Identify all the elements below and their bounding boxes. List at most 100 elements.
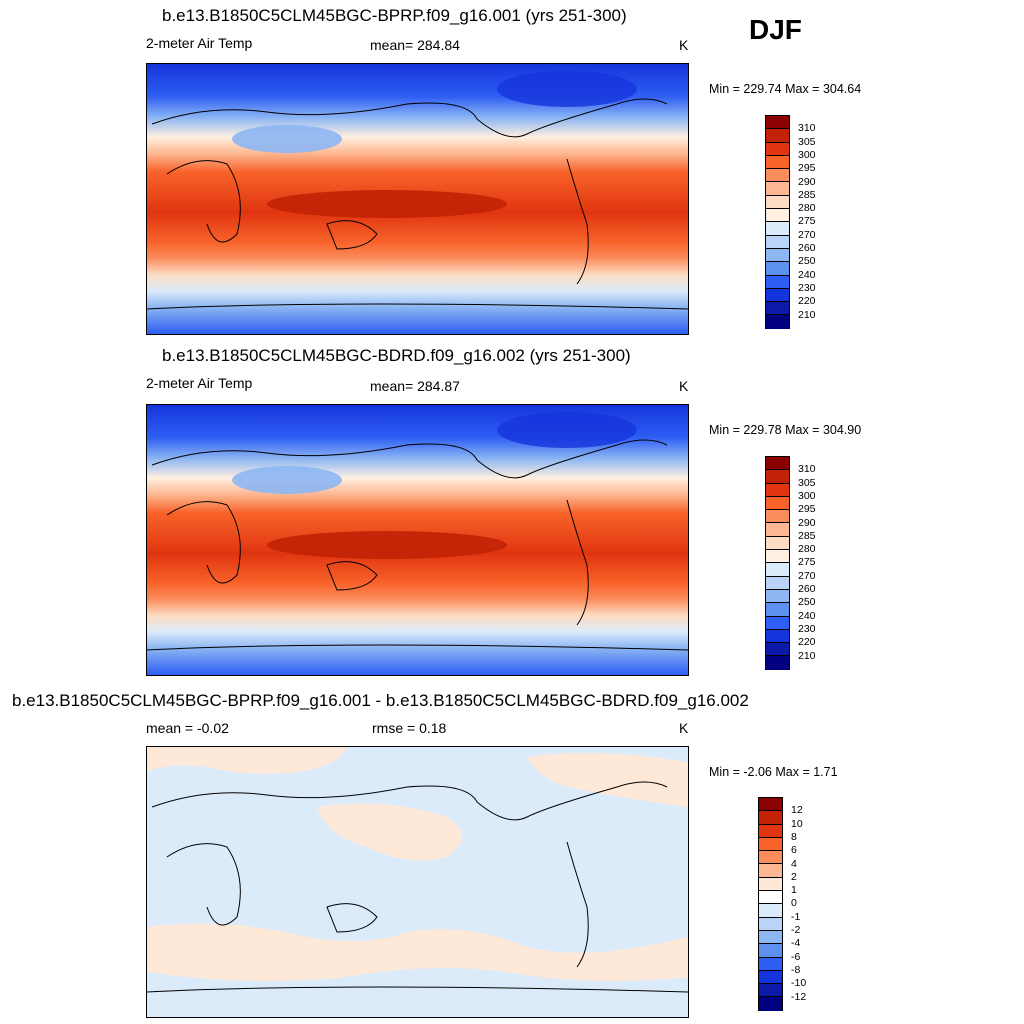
- panel-3-colorbar-cell: [759, 944, 782, 958]
- panel-3-colorbar-cell: [759, 811, 782, 825]
- panel-1-colorbar-cell: [766, 262, 789, 276]
- panel-1-colorbar-label: 220: [798, 295, 816, 308]
- panel-2-colorbar-cell: [766, 536, 789, 551]
- panel-1-colorbar-cell: [766, 116, 789, 130]
- panel-1-colorbar-cell: [766, 235, 789, 249]
- panel-3-colorbar-cell: [759, 984, 782, 998]
- panel-1-map: [146, 63, 689, 335]
- panel-2-colorbar-label: 230: [798, 622, 816, 635]
- panel-3-colorbar-cell: [759, 891, 782, 905]
- panel-3-map: [146, 746, 689, 1018]
- panel-1-colorbar-label: 300: [798, 148, 816, 161]
- panel-3-units: K: [679, 720, 689, 736]
- panel-2-colorbar-label: 270: [798, 569, 816, 582]
- panel-3-colorbar-label: 2: [791, 870, 797, 883]
- panel-1-colorbar-label: 230: [798, 281, 816, 294]
- panel-2-colorbar-cell: [766, 576, 789, 590]
- panel-2-colorbar-label: 305: [798, 476, 816, 489]
- panel-3-colorbar-label: -10: [791, 977, 807, 990]
- panel-3-colorbar-label: 6: [791, 844, 797, 857]
- panel-2-asia-cold: [232, 466, 342, 494]
- panel-3-colorbar-label: -8: [791, 963, 801, 976]
- panel-1-colorbar-cell: [766, 209, 789, 223]
- panel-2-arctic-cold: [497, 412, 637, 448]
- panel-1-colorbar-label: 310: [798, 122, 816, 135]
- panel-2-warm-pool: [267, 531, 507, 559]
- panel-3-mean-label: mean = -0.02: [146, 720, 229, 736]
- panel-1-minmax: Min = 229.74 Max = 304.64: [709, 82, 862, 96]
- panel-3-colorbar-label: -6: [791, 950, 801, 963]
- panel-3-colorbar-label: -4: [791, 937, 801, 950]
- panel-3-colorbar-cell: [759, 970, 782, 985]
- panel-1-asia-cold: [232, 125, 342, 153]
- panel-2-title: b.e13.B1850C5CLM45BGC-BDRD.f09_g16.002 (…: [162, 346, 631, 365]
- panel-2-colorbar-label: 210: [798, 649, 816, 662]
- panel-3-colorbar-label: 0: [791, 897, 797, 910]
- panel-2-colorbar-cell: [766, 589, 789, 604]
- panel-3-colorbar-label: -1: [791, 910, 801, 923]
- panel-1-colorbar-cell: [766, 288, 789, 303]
- panel-2-colorbar-cell: [766, 656, 789, 670]
- panel-3-colorbar-label: 8: [791, 830, 797, 843]
- panel-2-colorbar-label: 275: [798, 556, 816, 569]
- panel-3-colorbar-cell: [759, 957, 782, 971]
- panel-2-colorbar-label: 240: [798, 609, 816, 622]
- panel-1-colorbar-label: 270: [798, 228, 816, 241]
- panel-1-colorbar-label: 260: [798, 242, 816, 254]
- panel-3-colorbar-label: -2: [791, 924, 801, 936]
- panel-2-colorbar-label: 290: [798, 516, 816, 529]
- panel-1-colorbar-cell: [766, 129, 789, 143]
- panel-2-map: [146, 404, 689, 676]
- panel-3-colorbar-cell: [759, 917, 782, 931]
- panel-1-colorbar-label: 285: [798, 188, 816, 201]
- panel-1-arctic-cold: [497, 71, 637, 107]
- panel-2-colorbar-label: 310: [798, 463, 816, 476]
- panel-1-colorbar-label: 240: [798, 268, 816, 281]
- panel-2-colorbar-cell: [766, 523, 789, 537]
- panel-1-colorbar-cell: [766, 169, 789, 183]
- panel-1-colorbar-label: 210: [798, 308, 816, 321]
- panel-1-warm-pool: [267, 190, 507, 218]
- panel-3-colorbar-cell: [759, 837, 782, 852]
- panel-1-colorbar-cell: [766, 315, 789, 329]
- panel-2-colorbar-label: 220: [798, 636, 816, 649]
- panel-2-colorbar-label: 280: [798, 543, 816, 556]
- panel-2-colorbar-cell: [766, 603, 789, 617]
- panel-3-colorbar-label: 10: [791, 817, 803, 830]
- panel-1-title: b.e13.B1850C5CLM45BGC-BPRP.f09_g16.001 (…: [162, 6, 627, 25]
- panel-3-colorbar: [758, 797, 783, 1011]
- panel-2-colorbar-label: 300: [798, 489, 816, 502]
- panel-1-colorbar-label: 290: [798, 175, 816, 188]
- panel-3-colorbar-cell: [759, 851, 782, 865]
- panel-2-colorbar-cell: [766, 616, 789, 630]
- panel-1-colorbar-label: 305: [798, 135, 816, 148]
- panel-1-mean-label: mean= 284.84: [370, 37, 460, 53]
- panel-2-colorbar-cell: [766, 483, 789, 497]
- panel-1-colorbar-cell: [766, 155, 789, 170]
- panel-3-colorbar-label: -12: [791, 990, 807, 1003]
- panel-1-units: K: [679, 37, 689, 53]
- panel-3-title: b.e13.B1850C5CLM45BGC-BPRP.f09_g16.001 -…: [12, 691, 749, 710]
- panel-3-colorbar-cell: [759, 877, 782, 892]
- panel-2-minmax: Min = 229.78 Max = 304.90: [709, 423, 862, 437]
- panel-2-colorbar-cell: [766, 496, 789, 511]
- panel-3-colorbar-cell: [759, 930, 782, 945]
- panel-3-coastlines: [147, 781, 688, 993]
- panel-1-colorbar-cell: [766, 195, 789, 210]
- panel-1-colorbar-cell: [766, 275, 789, 289]
- season-label: DJF: [749, 14, 802, 45]
- panel-1-colorbar-label: 280: [798, 202, 816, 215]
- panel-2-colorbar-cell: [766, 470, 789, 484]
- panel-2-colorbar-cell: [766, 643, 789, 657]
- panel-3-colorbar-cell: [759, 824, 782, 838]
- panel-1-colorbar-cell: [766, 248, 789, 263]
- panel-3-colorbar-label: 12: [791, 804, 803, 817]
- panel-1-colorbar-cell: [766, 182, 789, 196]
- panel-3-colorbar-cell: [759, 798, 782, 812]
- panel-2-colorbar-label: 295: [798, 503, 816, 516]
- panel-2-colorbar-label: 260: [798, 583, 816, 595]
- panel-2-colorbar-cell: [766, 629, 789, 644]
- panel-3-colorbar-label: 1: [791, 884, 797, 897]
- panel-1-colorbar-label: 250: [798, 255, 816, 268]
- panel-3-colorbar-cell: [759, 904, 782, 918]
